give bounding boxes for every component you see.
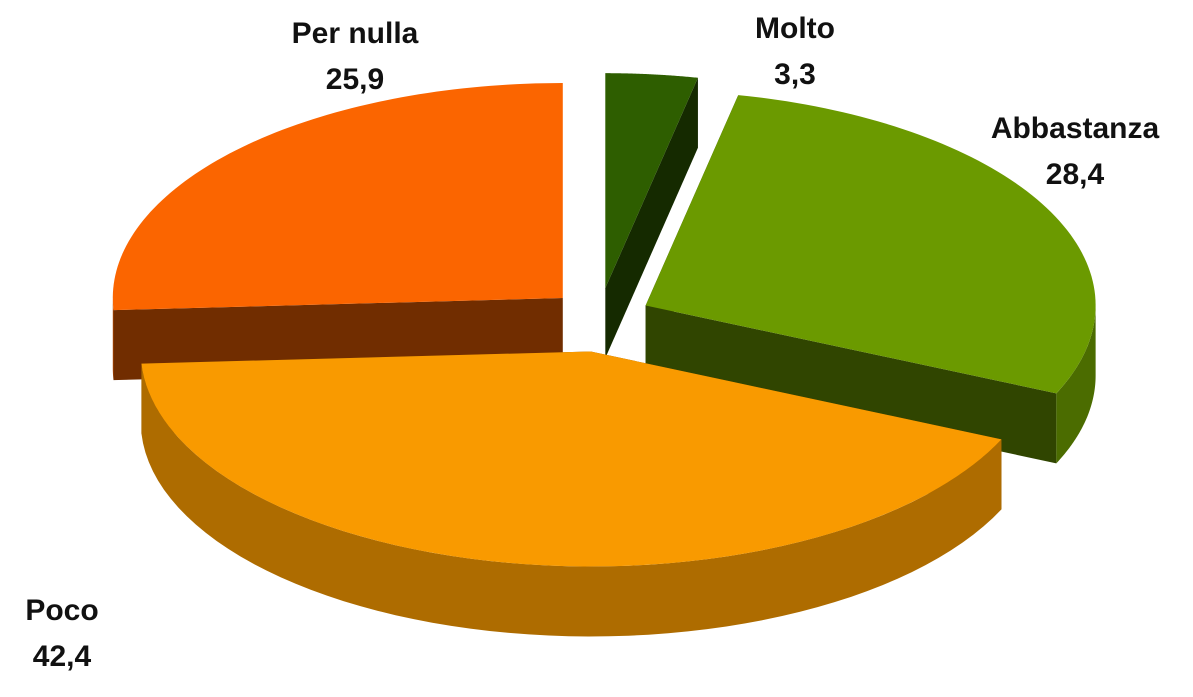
- slice-top: [605, 73, 698, 289]
- slice-top: [645, 95, 1096, 394]
- slice-label: Abbastanza: [991, 112, 1160, 145]
- slice-value: 3,3: [774, 58, 816, 91]
- slice-label: Per nulla: [292, 17, 419, 50]
- slice: [141, 351, 1002, 637]
- slice-side: [605, 77, 698, 359]
- slice-top: [112, 83, 563, 311]
- slice-value: 25,9: [326, 63, 384, 96]
- slice-value: 42,4: [33, 640, 92, 673]
- slice-side: [1056, 305, 1096, 464]
- slice-label: Molto: [755, 12, 835, 45]
- slice: [605, 73, 698, 359]
- slice: [645, 95, 1096, 464]
- slice-side: [141, 363, 1002, 637]
- slice-value: 28,4: [1046, 158, 1105, 191]
- slice-label: Poco: [25, 594, 98, 627]
- slice-side: [645, 305, 1057, 464]
- slice-side: [112, 298, 114, 381]
- slice-top: [141, 351, 1002, 567]
- slice: [112, 83, 563, 381]
